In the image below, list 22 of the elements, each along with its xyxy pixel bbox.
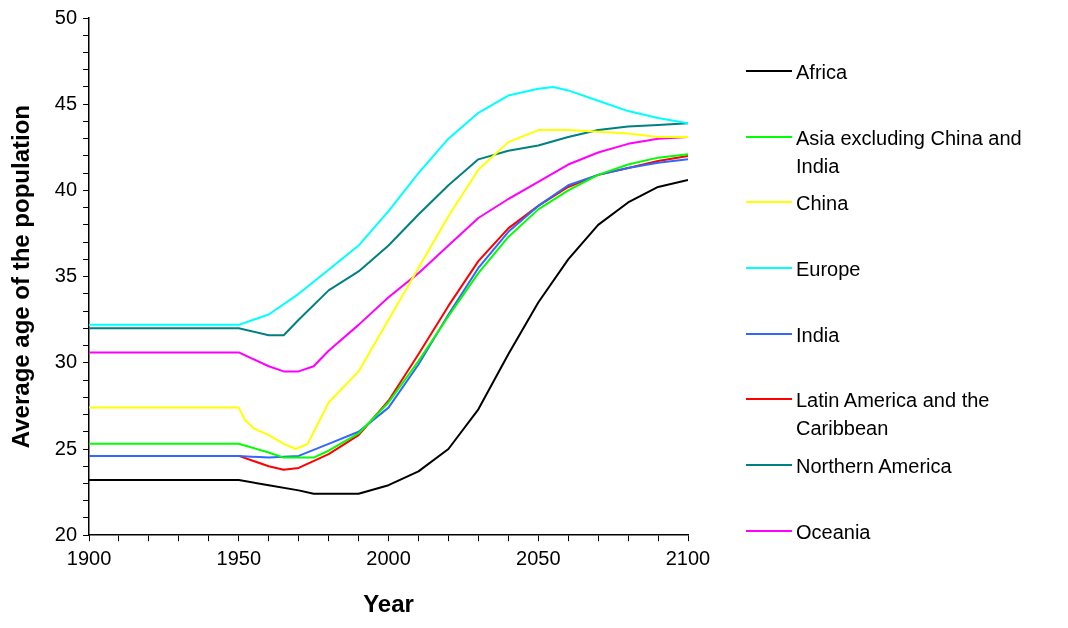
legend-label: China [796,191,849,217]
legend-label: Northern America [796,454,952,480]
x-tick-label: 2100 [665,546,711,569]
x-tick-label: 1950 [216,546,262,569]
legend-label: Oceania [796,519,871,545]
y-tick-label: 30 [54,350,78,373]
legend-label: India [796,322,840,348]
legend-label: Asia excluding China and India [796,125,1023,179]
y-tick-label: 35 [54,264,78,287]
legend-label: Latin America and the Caribbean [796,388,991,442]
y-axis-title: Average age of the population [7,105,35,449]
y-tick-label: 45 [54,91,78,114]
y-tick-label: 40 [54,177,78,200]
y-tick-label: 25 [54,436,78,459]
x-axis-title: Year [363,590,414,618]
x-tick-label: 2000 [366,546,411,569]
x-tick-label: 2050 [516,546,561,569]
legend-label: Africa [796,60,848,85]
y-tick-label: 50 [54,5,78,28]
x-tick-label: 1900 [66,546,112,569]
y-tick-label: 20 [54,522,78,545]
legend-label: Europe [796,257,861,283]
